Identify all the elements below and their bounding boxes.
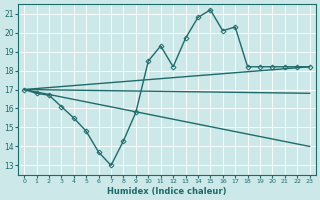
X-axis label: Humidex (Indice chaleur): Humidex (Indice chaleur): [107, 187, 227, 196]
